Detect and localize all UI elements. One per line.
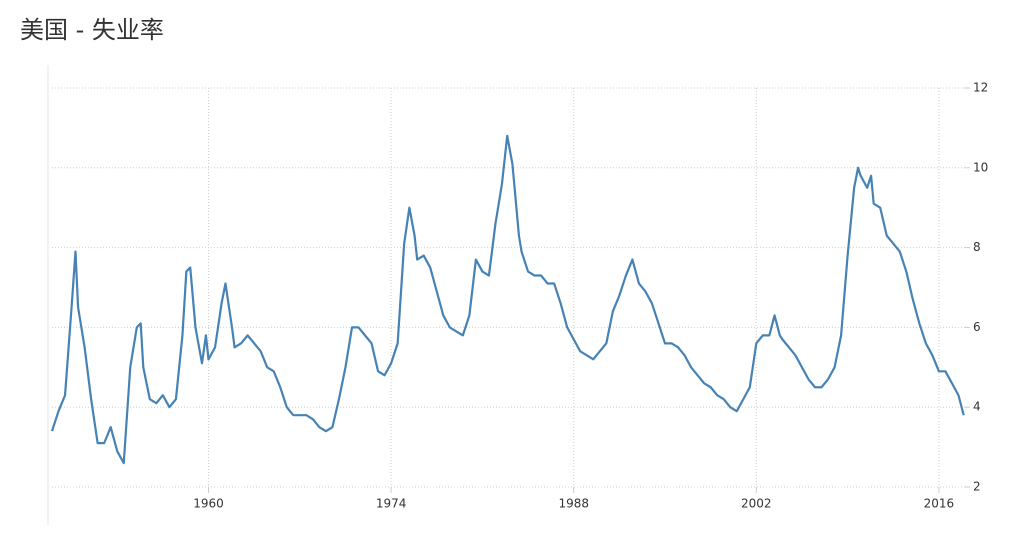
line-series (50, 134, 965, 465)
x-tick-label: 2016 (924, 497, 955, 511)
x-tick-label: 1960 (193, 497, 224, 511)
y-tick-label: 10 (973, 160, 988, 174)
y-tick-label: 8 (973, 240, 981, 254)
chart-title: 美国 - 失业率 (20, 16, 164, 44)
x-tick-label: 1988 (558, 497, 589, 511)
y-tick-label: 6 (973, 320, 981, 334)
y-tick-label: 2 (973, 480, 981, 494)
y-tick-label: 4 (973, 400, 981, 414)
x-tick-label: 1974 (376, 497, 407, 511)
y-tick-label: 12 (973, 81, 988, 95)
x-tick-label: 2002 (741, 497, 772, 511)
